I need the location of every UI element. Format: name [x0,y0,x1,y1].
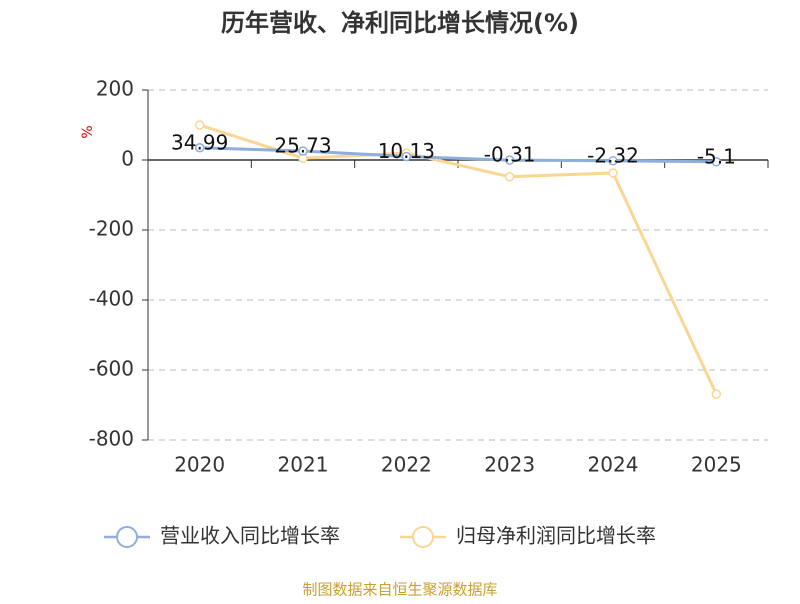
data-point [194,143,205,153]
y-axis-label: % [80,125,96,138]
y-tick-label: -600 [89,357,134,381]
x-tick-label: 2022 [381,453,432,477]
data-point [504,155,515,165]
y-tick-label: 0 [121,147,134,171]
data-label: -0.31 [484,143,536,167]
data-point [194,120,205,130]
data-point [401,151,412,162]
data-point [711,389,722,399]
data-point [608,156,618,166]
data-point [608,168,618,178]
series-line [199,123,718,395]
series-line [199,146,717,164]
data-label: -5.1 [697,144,736,168]
x-tick-label: 2025 [691,453,742,477]
y-tick-label: 200 [96,77,134,101]
chart-title: 历年营收、净利同比增长情况(%) [221,9,579,37]
legend-marker [412,526,434,548]
legend-label: 归母净利润同比增长率 [456,524,656,548]
legend-label: 营业收入同比增长率 [160,524,340,548]
data-point [504,172,515,182]
x-tick-label: 2020 [174,453,225,477]
y-tick-label: -400 [89,287,134,311]
data-label: 10.13 [378,139,435,163]
y-tick-label: -800 [89,427,134,451]
data-point [298,146,308,156]
y-tick-label: -200 [89,217,134,241]
x-tick-label: 2024 [588,453,639,477]
x-tick-label: 2023 [484,453,535,477]
source-note: 制图数据来自恒生聚源数据库 [302,581,497,599]
data-label: -2.32 [587,143,639,167]
data-label: 25.73 [274,133,331,157]
data-point [711,157,722,167]
data-label: 34.99 [171,130,228,154]
x-tick-label: 2021 [278,453,329,477]
legend-marker [116,526,138,548]
